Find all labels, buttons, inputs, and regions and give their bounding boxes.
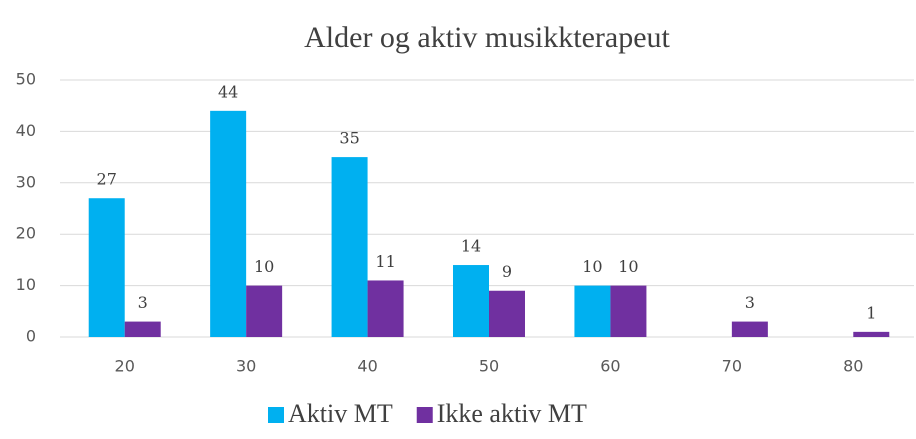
legend-label: Ikke aktiv MT bbox=[437, 399, 587, 428]
value-label: 10 bbox=[618, 257, 638, 276]
bar bbox=[367, 280, 404, 337]
bar bbox=[610, 285, 647, 337]
x-tick-label: 80 bbox=[843, 357, 863, 376]
bar bbox=[210, 110, 247, 337]
x-tick-label: 50 bbox=[479, 357, 499, 376]
y-tick-label: 50 bbox=[16, 70, 36, 89]
value-label: 27 bbox=[97, 170, 117, 189]
bar bbox=[489, 290, 525, 337]
value-label: 14 bbox=[461, 237, 481, 256]
value-label: 11 bbox=[375, 252, 395, 271]
value-label: 10 bbox=[582, 257, 602, 276]
value-label: 1 bbox=[866, 303, 876, 322]
y-tick-label: 10 bbox=[16, 275, 36, 294]
value-label: 10 bbox=[254, 257, 274, 276]
bar bbox=[731, 321, 768, 337]
bar bbox=[331, 157, 368, 337]
value-label: 3 bbox=[745, 293, 755, 312]
legend-swatch bbox=[416, 407, 433, 423]
value-label: 9 bbox=[502, 262, 512, 281]
y-tick-label: 40 bbox=[16, 121, 36, 140]
value-label: 3 bbox=[138, 293, 148, 312]
value-label: 35 bbox=[339, 129, 359, 148]
bar bbox=[853, 331, 890, 337]
y-tick-label: 20 bbox=[16, 224, 36, 243]
bar bbox=[453, 265, 489, 337]
x-tick-label: 40 bbox=[357, 357, 377, 376]
bar bbox=[246, 285, 283, 337]
x-tick-label: 60 bbox=[600, 357, 620, 376]
legend-swatch bbox=[268, 407, 284, 423]
value-label: 44 bbox=[218, 82, 238, 101]
bar bbox=[124, 321, 161, 337]
y-tick-label: 0 bbox=[26, 327, 36, 346]
bar bbox=[88, 198, 125, 337]
x-tick-label: 30 bbox=[236, 357, 256, 376]
bar bbox=[574, 285, 611, 337]
x-tick-label: 20 bbox=[115, 357, 135, 376]
x-tick-label: 70 bbox=[722, 357, 742, 376]
chart-title: Alder og aktiv musikkterapeut bbox=[304, 21, 670, 54]
legend-label: Aktiv MT bbox=[288, 399, 393, 428]
y-tick-label: 30 bbox=[16, 172, 36, 191]
